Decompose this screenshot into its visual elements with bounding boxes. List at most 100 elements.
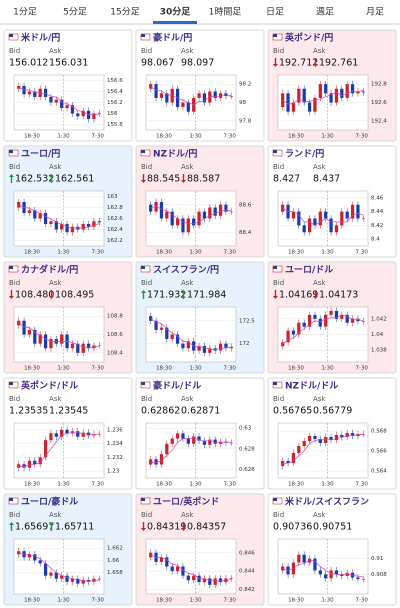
tab[interactable]: 月足 [366, 7, 384, 18]
pair-name: 豪ドル/円 [153, 32, 192, 44]
y-tick-label: 88.4 [239, 230, 252, 236]
tab[interactable]: 週足 [316, 7, 334, 18]
ask-value: 0.90751 [313, 522, 352, 533]
tab[interactable]: 30分足 [160, 6, 192, 18]
candle-body [38, 334, 42, 344]
x-tick-label: 7:30 [356, 250, 369, 256]
candle-body [313, 436, 317, 439]
y-tick-label: 1.234 [107, 441, 123, 447]
x-tick-label: 1:30 [189, 482, 202, 488]
candle-body [38, 457, 42, 465]
candle-body [165, 327, 169, 340]
y-tick-label: 0.63 [239, 426, 252, 432]
candle-body [76, 113, 80, 117]
ask-value: 171.984 [187, 290, 226, 301]
y-tick-label: 108.6 [107, 332, 123, 338]
candle-body [81, 343, 85, 353]
tab[interactable]: 15分足 [110, 7, 139, 18]
candle-body [92, 113, 96, 119]
bid-label: Bid [9, 47, 20, 55]
trend-arrow [181, 522, 186, 531]
candle-body [43, 440, 48, 458]
tab[interactable]: 1時間足 [209, 7, 242, 18]
candle-body [313, 218, 317, 226]
ask-label: Ask [181, 395, 194, 403]
candle-body [170, 438, 174, 444]
pair-name: 米ドル/円 [20, 32, 60, 44]
tab[interactable]: 5分足 [63, 7, 87, 18]
candle-body [54, 221, 58, 230]
moving-average [150, 86, 232, 106]
candle-body [54, 99, 58, 103]
pair-name: 豪ドル/ドル [153, 380, 201, 392]
candle-body [340, 211, 344, 226]
y-tick-label: 1.038 [371, 348, 387, 354]
x-tick-label: 1:30 [321, 598, 334, 604]
candle-body [86, 224, 91, 227]
candle-body [197, 93, 201, 98]
tab[interactable]: 1分足 [13, 7, 37, 18]
pair-name: ユーロ/円 [21, 149, 60, 160]
candle-body [27, 210, 32, 213]
candle-body [81, 224, 85, 230]
trend-arrow [141, 522, 146, 531]
candle-body [43, 563, 48, 576]
candle-body [70, 431, 75, 434]
x-tick-label: 1:30 [321, 366, 334, 372]
trend-arrow [9, 522, 14, 531]
ask-label: Ask [181, 279, 194, 287]
candle-body [92, 221, 96, 227]
candle-body [181, 343, 185, 349]
candle-body [213, 578, 217, 585]
ask-label: Ask [181, 47, 194, 55]
ask-value: 108.495 [55, 290, 94, 301]
x-tick-label: 18:30 [156, 482, 172, 488]
x-tick-label: 7:30 [356, 482, 369, 488]
bid-value: 108.480 [15, 290, 54, 301]
candle-body [297, 322, 301, 335]
ask-value: 192.761 [319, 58, 358, 69]
ask-label: Ask [181, 163, 194, 171]
candle-body [17, 551, 21, 555]
candle-body [229, 96, 233, 97]
x-tick-label: 7:30 [92, 134, 105, 140]
chart-area [145, 306, 237, 363]
candle-body [218, 578, 223, 583]
flag-part [141, 266, 145, 269]
flag-part [273, 34, 277, 37]
candle-body [329, 310, 333, 315]
candle-body [281, 566, 285, 571]
x-tick-label: 18:30 [156, 598, 172, 604]
chart-area [13, 538, 105, 595]
y-tick-label: 163 [107, 194, 118, 200]
y-tick-label: 0.564 [371, 469, 387, 475]
tab[interactable]: 日足 [266, 7, 284, 18]
ask-value: 98.097 [181, 58, 214, 69]
moving-average [18, 432, 100, 467]
x-tick-label: 18:30 [288, 366, 304, 372]
candle-body [175, 566, 180, 572]
bid-label: Bid [273, 47, 284, 55]
x-tick-label: 18:30 [24, 598, 40, 604]
candle-body [334, 570, 339, 575]
x-tick-label: 7:30 [92, 250, 105, 256]
candle-body [175, 334, 180, 344]
ask-value: 0.84357 [187, 522, 226, 533]
candle-body [356, 204, 360, 219]
candle-body [302, 554, 306, 563]
